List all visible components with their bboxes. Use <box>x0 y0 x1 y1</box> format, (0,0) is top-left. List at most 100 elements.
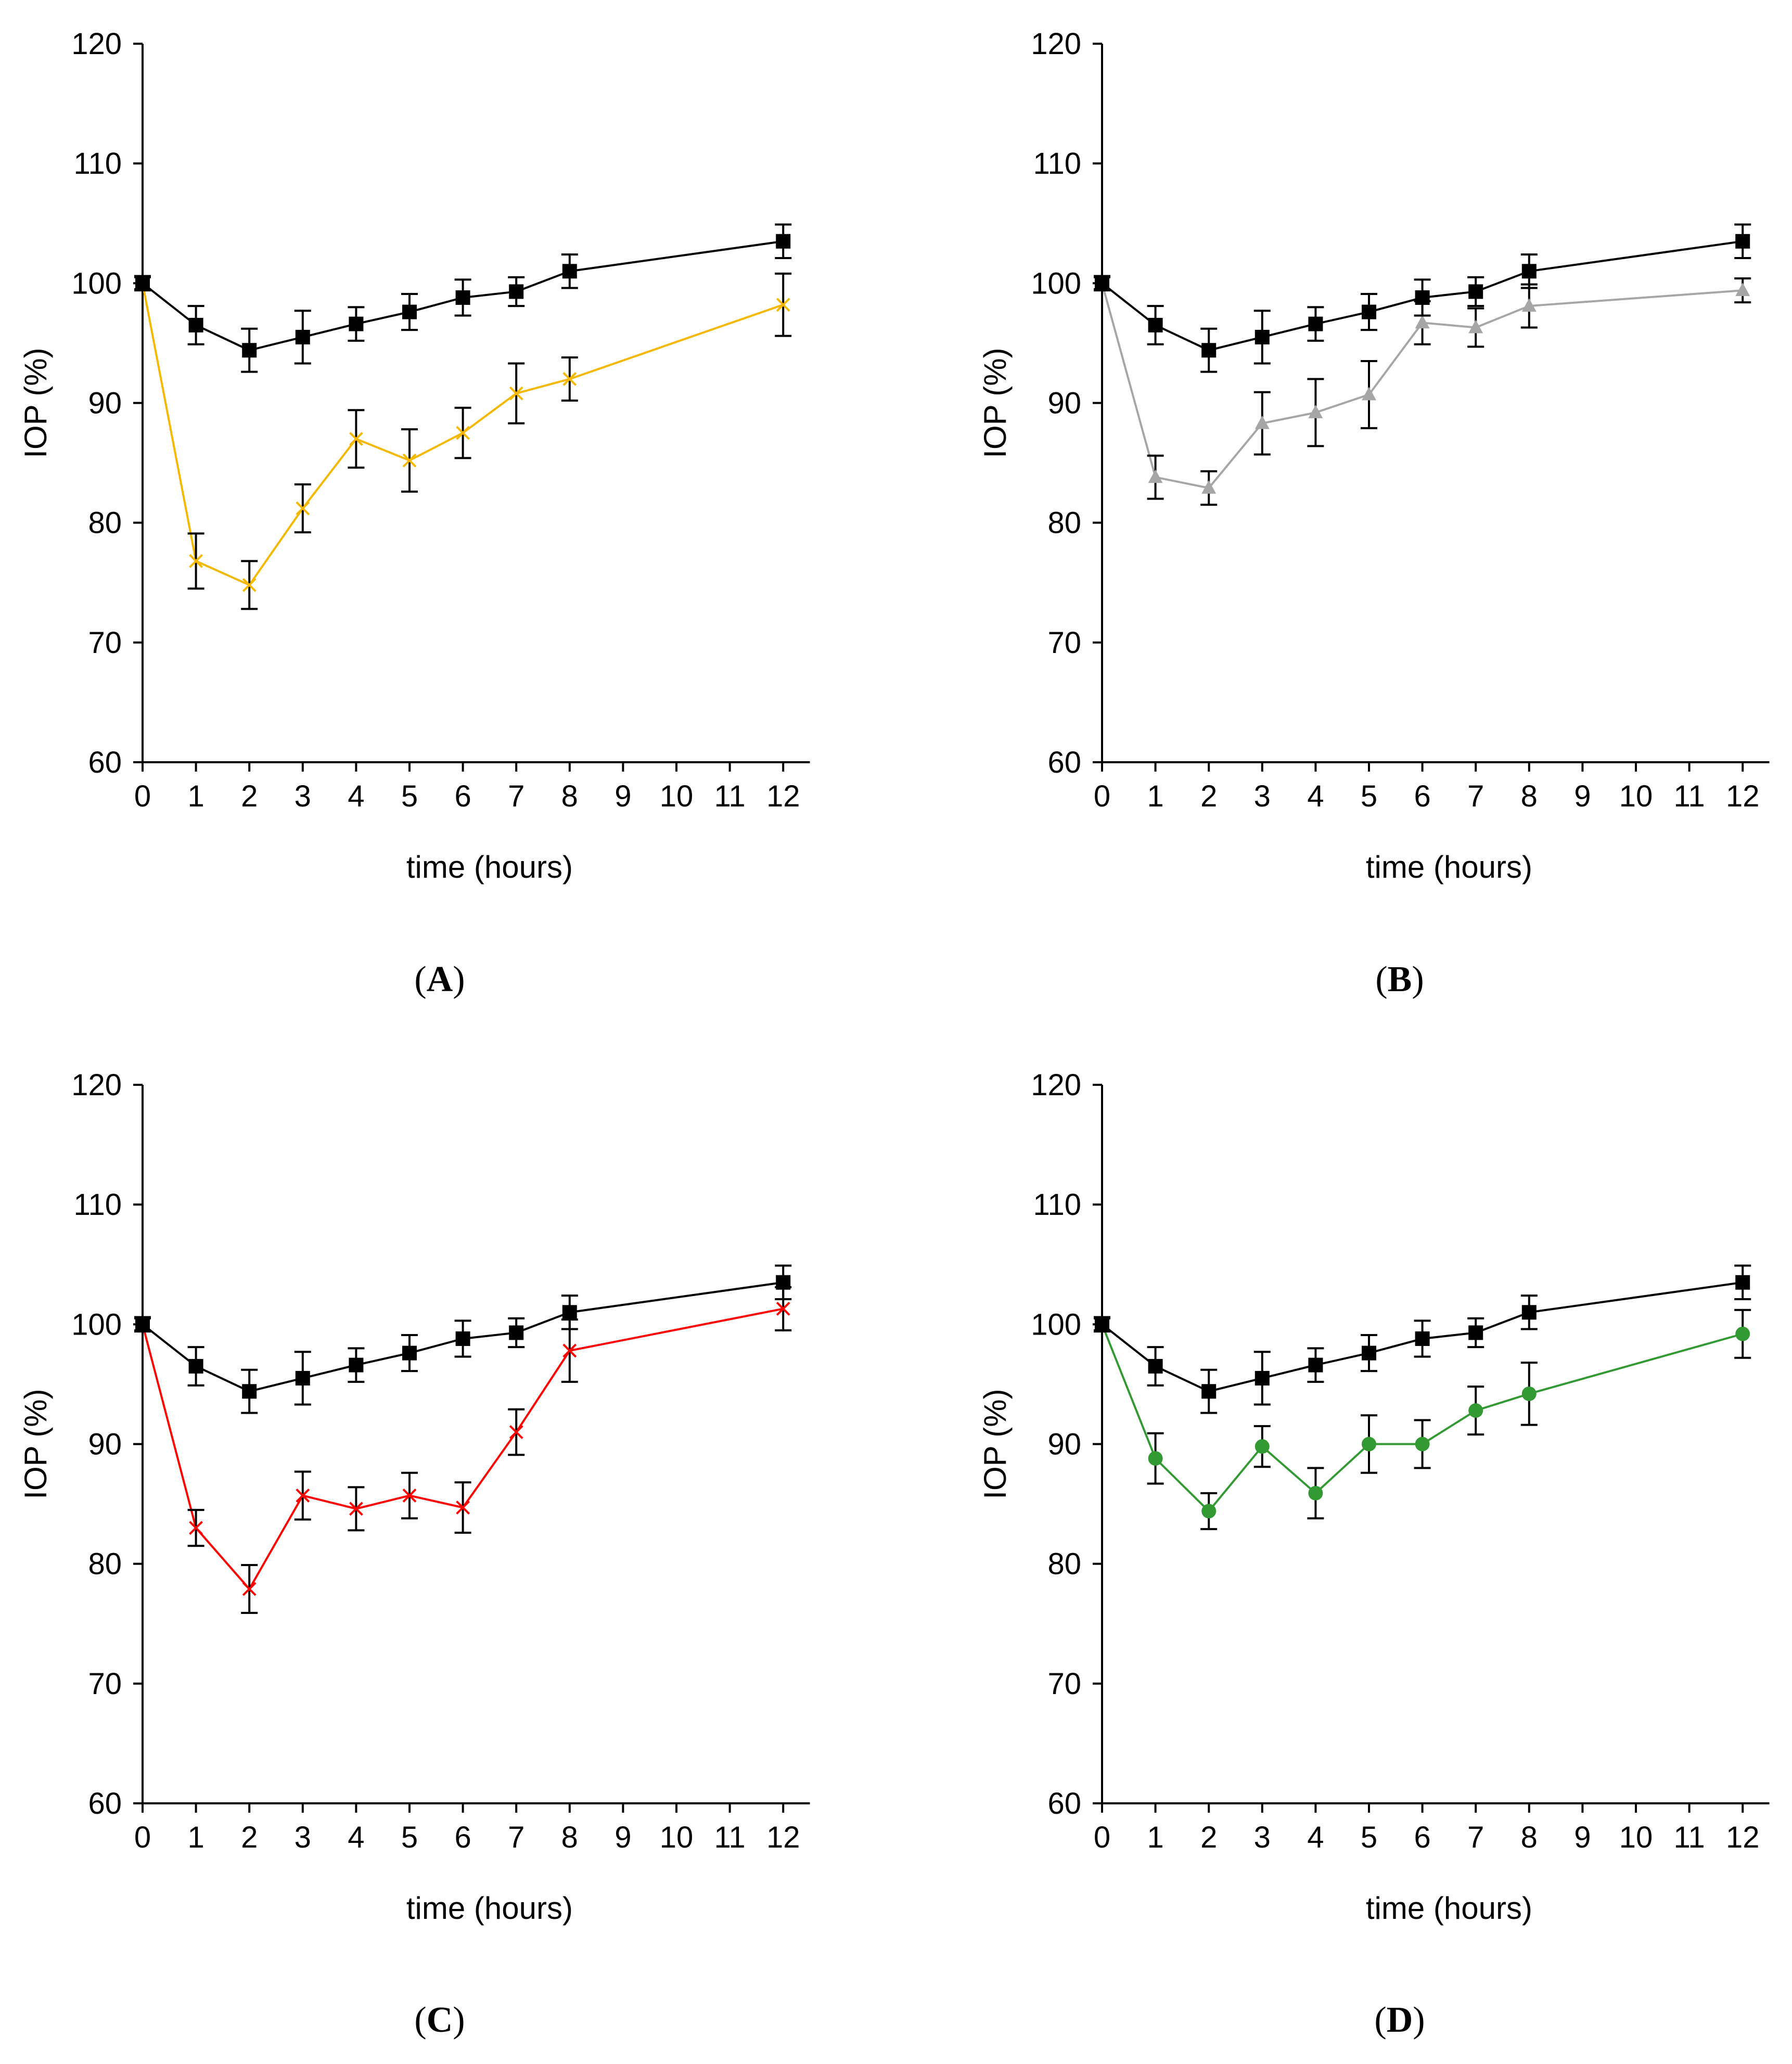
x-tick-label: 7 <box>1467 779 1484 813</box>
panel-label: (B) <box>1375 959 1424 999</box>
series-line <box>142 240 784 352</box>
y-tick-label: 120 <box>71 1068 122 1102</box>
y-axis-title: IOP (%) <box>978 1389 1013 1499</box>
x-tick-label: 10 <box>1619 1821 1653 1854</box>
data-point <box>189 1521 203 1535</box>
x-axis-title: time (hours) <box>1366 850 1532 884</box>
x-tick-label: 9 <box>1574 779 1591 813</box>
y-tick-label: 60 <box>1047 1787 1081 1821</box>
x-tick-label: 5 <box>401 1821 418 1854</box>
data-point <box>562 372 577 386</box>
x-tick-label: 1 <box>1147 779 1163 813</box>
x-tick-label: 7 <box>1467 1821 1484 1854</box>
marker-stroke <box>296 501 310 516</box>
data-point <box>295 1370 310 1386</box>
x-tick-label: 0 <box>134 1821 151 1854</box>
x-tick-label: 5 <box>1361 1821 1377 1854</box>
data-point <box>776 298 790 312</box>
x-axis-title: time (hours) <box>1366 1891 1532 1926</box>
x-tick-label: 8 <box>1521 1821 1538 1854</box>
data-point <box>509 386 523 401</box>
data-point <box>1468 284 1483 299</box>
data-point <box>296 501 310 516</box>
data-point <box>1362 1345 1376 1361</box>
data-point <box>1735 283 1750 297</box>
data-point <box>1308 1357 1323 1373</box>
data-point <box>455 290 470 305</box>
x-tick-label: 9 <box>615 1821 631 1854</box>
x-tick-label: 10 <box>660 779 694 813</box>
x-tick-label: 11 <box>714 1821 745 1854</box>
y-tick-label: 70 <box>88 1667 122 1701</box>
x-tick-label: 1 <box>187 1821 204 1854</box>
x-tick-label: 3 <box>295 779 311 813</box>
series-line <box>1101 1324 1743 1513</box>
data-point <box>1255 415 1270 429</box>
y-tick-label: 80 <box>88 1547 122 1581</box>
data-point <box>1095 1317 1109 1332</box>
data-point <box>1201 480 1217 494</box>
marker-stroke <box>509 1425 523 1439</box>
data-point <box>349 1502 363 1516</box>
series-treatment <box>1094 275 1751 506</box>
x-tick-label: 6 <box>454 1821 471 1854</box>
x-axis-title: time (hours) <box>406 850 573 884</box>
x-tick-label: 8 <box>561 779 578 813</box>
marker-stroke <box>189 554 203 568</box>
data-point <box>776 234 791 249</box>
y-tick-label: 90 <box>1047 1428 1081 1462</box>
series-treatment <box>134 272 792 610</box>
x-tick-label: 12 <box>1726 779 1760 813</box>
y-tick-label: 60 <box>88 746 122 779</box>
y-tick-label: 90 <box>1047 387 1081 420</box>
data-point <box>402 304 417 319</box>
x-tick-label: 4 <box>348 779 364 813</box>
x-tick-label: 3 <box>295 1821 311 1854</box>
series-line <box>142 1281 784 1393</box>
y-axis-title: IOP (%) <box>18 348 53 458</box>
data-point <box>1521 1386 1537 1401</box>
x-tick-label: 6 <box>1414 1821 1430 1854</box>
marker-stroke <box>456 1501 470 1515</box>
data-point <box>455 1331 470 1346</box>
x-tick-label: 6 <box>1414 779 1430 813</box>
data-point <box>1415 1331 1430 1346</box>
marker-stroke <box>402 453 417 468</box>
data-point <box>135 1317 150 1332</box>
series-line <box>1101 1281 1743 1393</box>
data-point <box>1415 315 1430 329</box>
data-point <box>1735 1275 1750 1290</box>
data-point <box>1201 1504 1217 1519</box>
data-point <box>1521 298 1537 312</box>
panel-label: (C) <box>414 2000 465 2040</box>
data-point <box>456 426 470 440</box>
x-tick-label: 5 <box>401 779 418 813</box>
series-treatment <box>1094 1309 1751 1530</box>
data-point <box>1735 234 1750 249</box>
x-tick-label: 2 <box>1200 779 1217 813</box>
y-tick-label: 100 <box>71 1307 122 1341</box>
y-tick-label: 110 <box>74 1188 122 1222</box>
data-point <box>1255 1439 1270 1454</box>
data-point <box>135 276 150 291</box>
x-tick-label: 2 <box>1200 1821 1217 1854</box>
x-tick-label: 7 <box>508 779 524 813</box>
series-line <box>1101 240 1743 352</box>
data-point <box>1308 404 1323 418</box>
panel-label: (A) <box>414 959 465 999</box>
y-tick-label: 110 <box>1033 147 1081 181</box>
marker-stroke <box>776 298 790 312</box>
y-tick-label: 120 <box>1031 1068 1081 1102</box>
data-point <box>242 343 257 358</box>
x-tick-label: 10 <box>1619 779 1653 813</box>
x-tick-label: 7 <box>508 1821 524 1854</box>
marker-stroke <box>296 1489 310 1503</box>
data-point <box>349 432 363 446</box>
series-line <box>142 283 784 586</box>
data-point <box>402 1489 417 1503</box>
y-tick-label: 70 <box>1047 626 1081 660</box>
data-point <box>509 1325 524 1340</box>
x-tick-label: 8 <box>561 1821 578 1854</box>
data-point <box>562 1305 577 1320</box>
data-point <box>1148 469 1163 483</box>
